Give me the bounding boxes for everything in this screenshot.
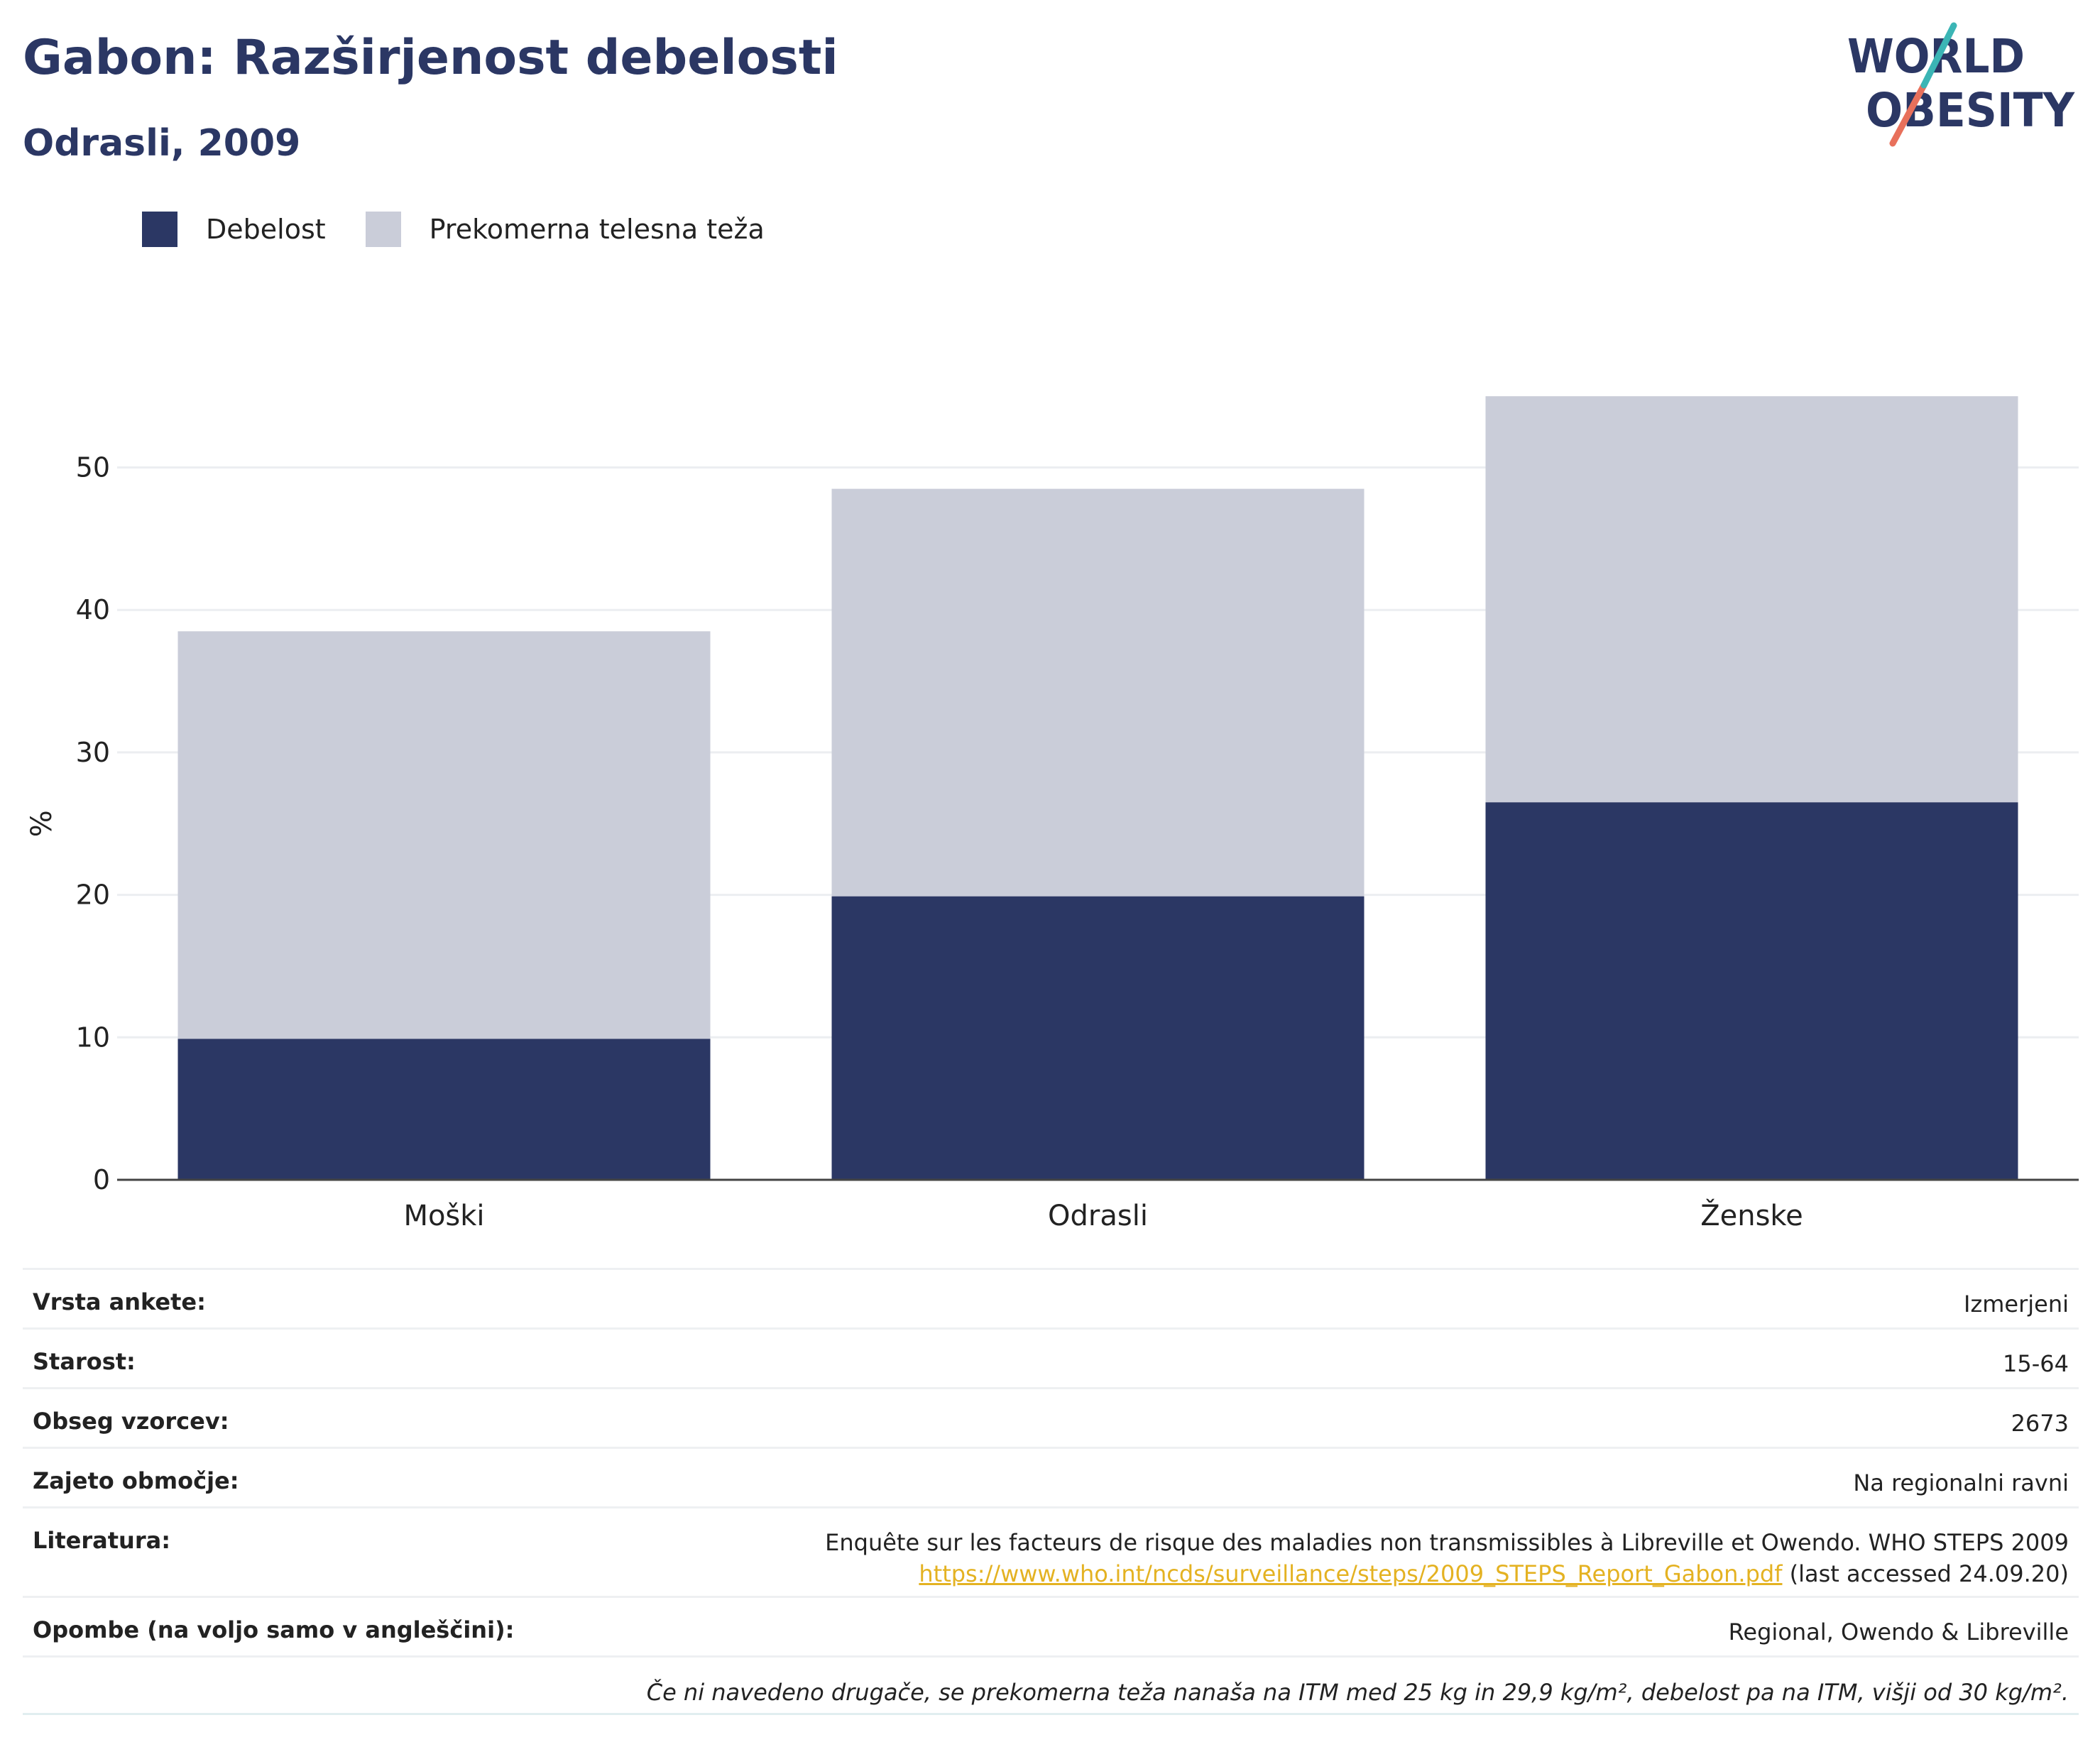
literature-link[interactable]: https://www.who.int/ncds/surveillance/st…	[919, 1560, 1783, 1587]
survey-info-table: Vrsta ankete: Izmerjeni Starost: 15-64 O…	[23, 1268, 2079, 1715]
x-tick-label: Moški	[403, 1200, 484, 1232]
info-key: Opombe (na voljo samo v angleščini):	[33, 1616, 515, 1643]
info-row-survey-type: Vrsta ankete: Izmerjeni	[23, 1268, 2079, 1327]
world-obesity-logo: WORLD OBESITY	[1847, 22, 2075, 147]
stacked-bar-chart: 0 10 20 30 40 50% Moški Odrasli Ženske	[26, 396, 2079, 1232]
bar-debelost-0	[177, 1039, 711, 1180]
legend-item-prekomerna[interactable]: Prekomerna telesna teža	[365, 212, 765, 247]
footnote: Če ni navedeno drugače, se prekomerna te…	[23, 1655, 2079, 1715]
legend-label-prekomerna: Prekomerna telesna teža	[429, 214, 765, 245]
info-value: Regional, Owendo & Libreville	[1728, 1619, 2069, 1645]
legend-item-debelost[interactable]: Debelost	[142, 212, 326, 247]
info-value: 15-64	[2003, 1350, 2069, 1377]
literature-text: Enquête sur les facteurs de risque des m…	[825, 1529, 2069, 1556]
info-row-literature: Literatura: Enquête sur les facteurs de …	[23, 1506, 2079, 1596]
bar-debelost-2	[1485, 802, 2018, 1180]
bar-debelost-1	[831, 896, 1365, 1180]
bar-prekomerna-1	[831, 488, 1365, 897]
chart-legend: Debelost Prekomerna telesna teža	[142, 212, 804, 247]
x-tick-label: Odrasli	[1048, 1200, 1148, 1232]
chart-title: Gabon: Razširjenost debelosti	[23, 30, 838, 86]
info-row-notes: Opombe (na voljo samo v angleščini): Reg…	[23, 1596, 2079, 1655]
info-value: 2673	[2011, 1410, 2069, 1437]
legend-label-debelost: Debelost	[206, 214, 326, 245]
info-row-age: Starost: 15-64	[23, 1327, 2079, 1387]
info-key: Starost:	[33, 1348, 136, 1375]
info-row-sample-size: Obseg vzorcev: 2673	[23, 1387, 2079, 1447]
chart-subtitle: Odrasli, 2009	[23, 122, 301, 165]
literature-accessed: (last accessed 24.09.20)	[1782, 1560, 2069, 1587]
bar-prekomerna-2	[1485, 396, 2018, 803]
y-tick-label: 30	[76, 737, 110, 768]
legend-swatch-debelost	[142, 212, 177, 247]
y-tick-label: 0	[93, 1164, 110, 1195]
info-row-coverage: Zajeto območje: Na regionalni ravni	[23, 1447, 2079, 1506]
y-axis-label: %	[26, 810, 58, 837]
info-key: Obseg vzorcev:	[33, 1408, 229, 1435]
y-tick-label: 50	[76, 452, 110, 483]
info-value: Na regionalni ravni	[1853, 1469, 2069, 1496]
info-key: Zajeto območje:	[33, 1467, 239, 1494]
legend-swatch-prekomerna	[365, 212, 401, 247]
y-tick-label: 10	[76, 1022, 110, 1053]
y-tick-label: 40	[76, 594, 110, 625]
bar-prekomerna-0	[177, 631, 711, 1039]
info-key: Vrsta ankete:	[33, 1288, 206, 1315]
x-tick-label: Ženske	[1700, 1198, 1803, 1232]
y-tick-label: 20	[76, 880, 110, 911]
literature-value: Enquête sur les facteurs de risque des m…	[825, 1527, 2069, 1589]
info-key: Literatura:	[33, 1527, 170, 1554]
info-value: Izmerjeni	[1964, 1291, 2069, 1318]
